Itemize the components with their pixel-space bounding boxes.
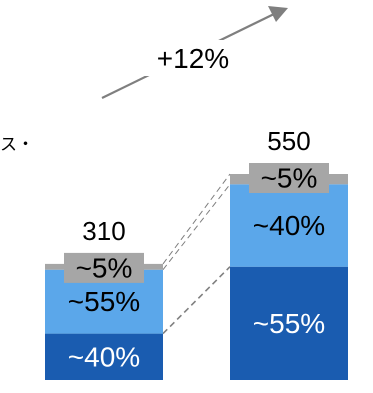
connector-line-1 — [162, 266, 231, 335]
bar-2-total-label: 550 — [267, 126, 310, 156]
connector-line-2 — [162, 183, 231, 271]
bar-2-segment-2-label: ~40% — [253, 210, 325, 241]
bar-1-segment-3-label: ~5% — [76, 252, 133, 283]
bar-2-segment-1 — [230, 266, 348, 380]
bar-connectors — [162, 173, 231, 335]
bars-group: ~40%~55%~5%310~55%~40%~5%550 — [45, 126, 348, 380]
bar-1-total-label: 310 — [82, 216, 125, 246]
bar-1-segment-1 — [45, 333, 163, 380]
growth-arrow-head — [268, 6, 288, 22]
bar-1-segment-1-label: ~40% — [68, 341, 140, 372]
bar-1-segment-2-label: ~55% — [68, 286, 140, 317]
bar-2-other-label-bg — [249, 163, 329, 193]
growth-label: +12% — [157, 43, 229, 74]
bar-2-segment-3-label: ~5% — [261, 163, 318, 194]
growth-indicator: +12% — [101, 6, 288, 99]
truncated-legend-text: ス・ — [0, 135, 34, 155]
bar-1-other-label-bg — [64, 252, 144, 283]
bar-2-segment-1-label: ~55% — [253, 308, 325, 339]
bar-2-segment-2 — [230, 184, 348, 267]
growth-label-bg — [140, 40, 246, 76]
connector-line-3 — [162, 173, 231, 265]
